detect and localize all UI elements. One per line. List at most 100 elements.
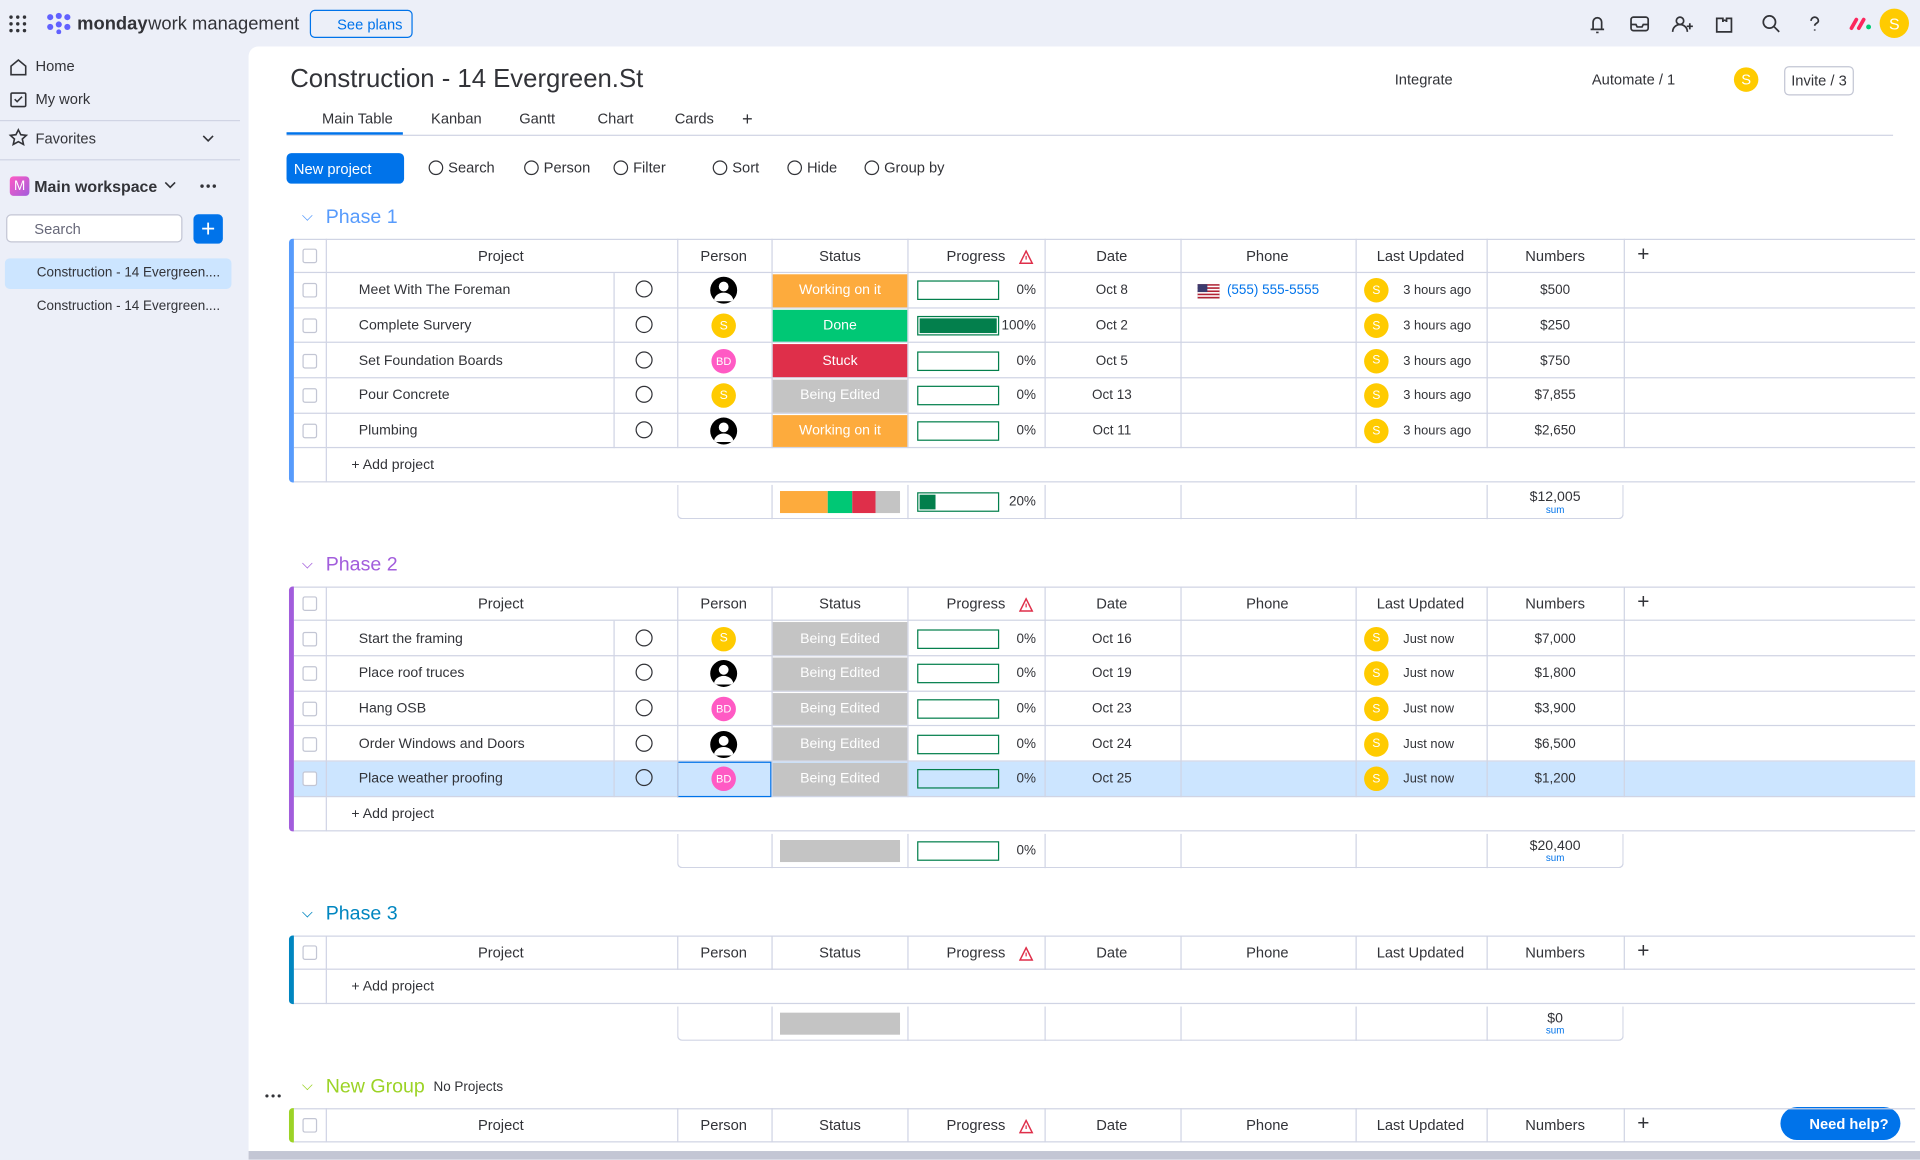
checkbox[interactable] [302,423,318,439]
tab[interactable]: Main Table [322,110,393,128]
updates-icon[interactable] [635,386,653,404]
toolbar-hide[interactable]: Hide [806,159,838,177]
add-column[interactable]: + [1637,242,1650,266]
tab[interactable]: Gantt [519,110,556,128]
nav-favorites[interactable]: Favorites [35,129,96,147]
column-divider [771,1006,773,1041]
column-divider [325,935,327,970]
add-project[interactable]: + Add project [351,458,435,474]
status-summary-segment [852,491,876,514]
status-cell[interactable]: Being Edited [772,762,908,796]
project-name[interactable]: Order Windows and Doors [358,736,525,752]
sidebar-search[interactable]: Search [6,214,183,243]
date[interactable]: Oct 25 [1092,771,1132,787]
add-column[interactable]: + [1637,938,1650,963]
checkbox[interactable] [302,388,318,404]
date[interactable]: Oct 5 [1095,353,1128,369]
checkbox[interactable] [302,248,318,264]
board-link[interactable]: Construction - 14 Evergreen.... [36,265,221,281]
checkbox[interactable] [302,1117,318,1133]
group-title[interactable]: Phase 1 [325,206,398,228]
updates-icon[interactable] [635,315,653,334]
status-cell[interactable]: Being Edited [772,657,908,691]
checkbox[interactable] [302,944,318,960]
toolbar-filter[interactable]: Filter [633,159,666,177]
status-cell[interactable]: Being Edited [772,622,908,656]
help-button[interactable]: Need help? [1780,1106,1901,1141]
project-name[interactable]: Set Foundation Boards [358,353,503,369]
tab[interactable]: Kanban [431,110,482,128]
phone[interactable]: (555) 555-5555 [1226,283,1320,298]
add-button[interactable]: + [193,214,223,244]
sum: $20,400 [1529,838,1581,854]
date[interactable]: Oct 24 [1092,736,1132,752]
checkbox[interactable] [302,701,318,717]
tab[interactable]: Cards [674,110,714,128]
integrate[interactable]: Integrate [1394,71,1453,89]
nav-my-work[interactable]: My work [35,90,91,108]
apps-icon[interactable] [9,15,27,33]
date[interactable]: Oct 8 [1095,283,1128,298]
board-link[interactable]: Construction - 14 Evergreen.... [36,298,221,314]
checkbox[interactable] [302,353,318,369]
column-divider [1623,935,1625,970]
project-name[interactable]: Complete Survery [358,318,472,334]
updates-icon[interactable] [635,734,653,752]
date[interactable]: Oct 11 [1092,423,1132,439]
toolbar-sort[interactable]: Sort [732,159,760,177]
board-title[interactable]: Construction - 14 Evergreen.St [290,64,644,94]
user-avatar[interactable]: S [1879,8,1909,38]
project-name[interactable]: Pour Concrete [358,388,450,404]
toolbar-person[interactable]: Person [543,159,591,177]
checkbox[interactable] [302,736,318,752]
project-name[interactable]: Hang OSB [358,701,427,717]
nav-home[interactable]: Home [35,57,75,75]
workspace-name[interactable]: Main workspace [34,176,158,196]
status-cell[interactable]: Being Edited [772,692,908,726]
date[interactable]: Oct 19 [1092,666,1132,682]
checkbox[interactable] [302,596,318,612]
status-cell[interactable]: Being Edited [772,379,908,413]
invite-button[interactable]: Invite / 3 [1784,66,1854,96]
project-name[interactable]: Meet With The Foreman [358,283,511,298]
updates-icon[interactable] [635,280,653,298]
add-column[interactable]: + [1637,1111,1650,1135]
add-project[interactable]: + Add project [351,806,435,822]
add-project[interactable]: + Add project [351,979,435,994]
project-name[interactable]: Place roof truces [358,666,465,682]
see-plans-button[interactable]: See plans [309,9,413,38]
checkbox[interactable] [302,283,318,298]
tab-add[interactable]: + [742,108,753,130]
updates-icon[interactable] [635,699,653,717]
tab[interactable]: Chart [597,110,634,128]
automate[interactable]: Automate / 1 [1591,71,1676,89]
date[interactable]: Oct 13 [1092,388,1132,404]
updates-icon[interactable] [635,421,653,439]
checkbox[interactable] [302,318,318,334]
updates-icon[interactable] [635,628,653,647]
new-project-button[interactable]: New project [286,153,405,184]
checkbox[interactable] [302,631,318,647]
toolbar-search[interactable]: Search [448,159,495,177]
status-cell[interactable]: Stuck [772,344,908,378]
toolbar-group-by[interactable]: Group by [884,159,945,177]
group-title[interactable]: New Group [325,1075,425,1097]
add-column[interactable]: + [1637,590,1650,614]
updates-icon[interactable] [635,769,653,787]
status-cell[interactable]: Done [772,309,908,343]
group-title[interactable]: Phase 2 [325,555,398,576]
status-cell[interactable]: Working on it [772,274,908,307]
project-name[interactable]: Place weather proofing [358,771,503,787]
group-title[interactable]: Phase 3 [325,903,398,925]
project-name[interactable]: Start the framing [358,631,463,647]
updates-icon[interactable] [635,351,653,369]
updates-icon[interactable] [635,664,653,682]
checkbox[interactable] [302,771,318,787]
date[interactable]: Oct 23 [1092,701,1132,717]
date[interactable]: Oct 2 [1095,318,1128,334]
project-name[interactable]: Plumbing [358,423,418,439]
date[interactable]: Oct 16 [1092,631,1132,647]
status-cell[interactable]: Being Edited [772,727,908,761]
status-cell[interactable]: Working on it [772,414,908,448]
checkbox[interactable] [302,666,318,682]
